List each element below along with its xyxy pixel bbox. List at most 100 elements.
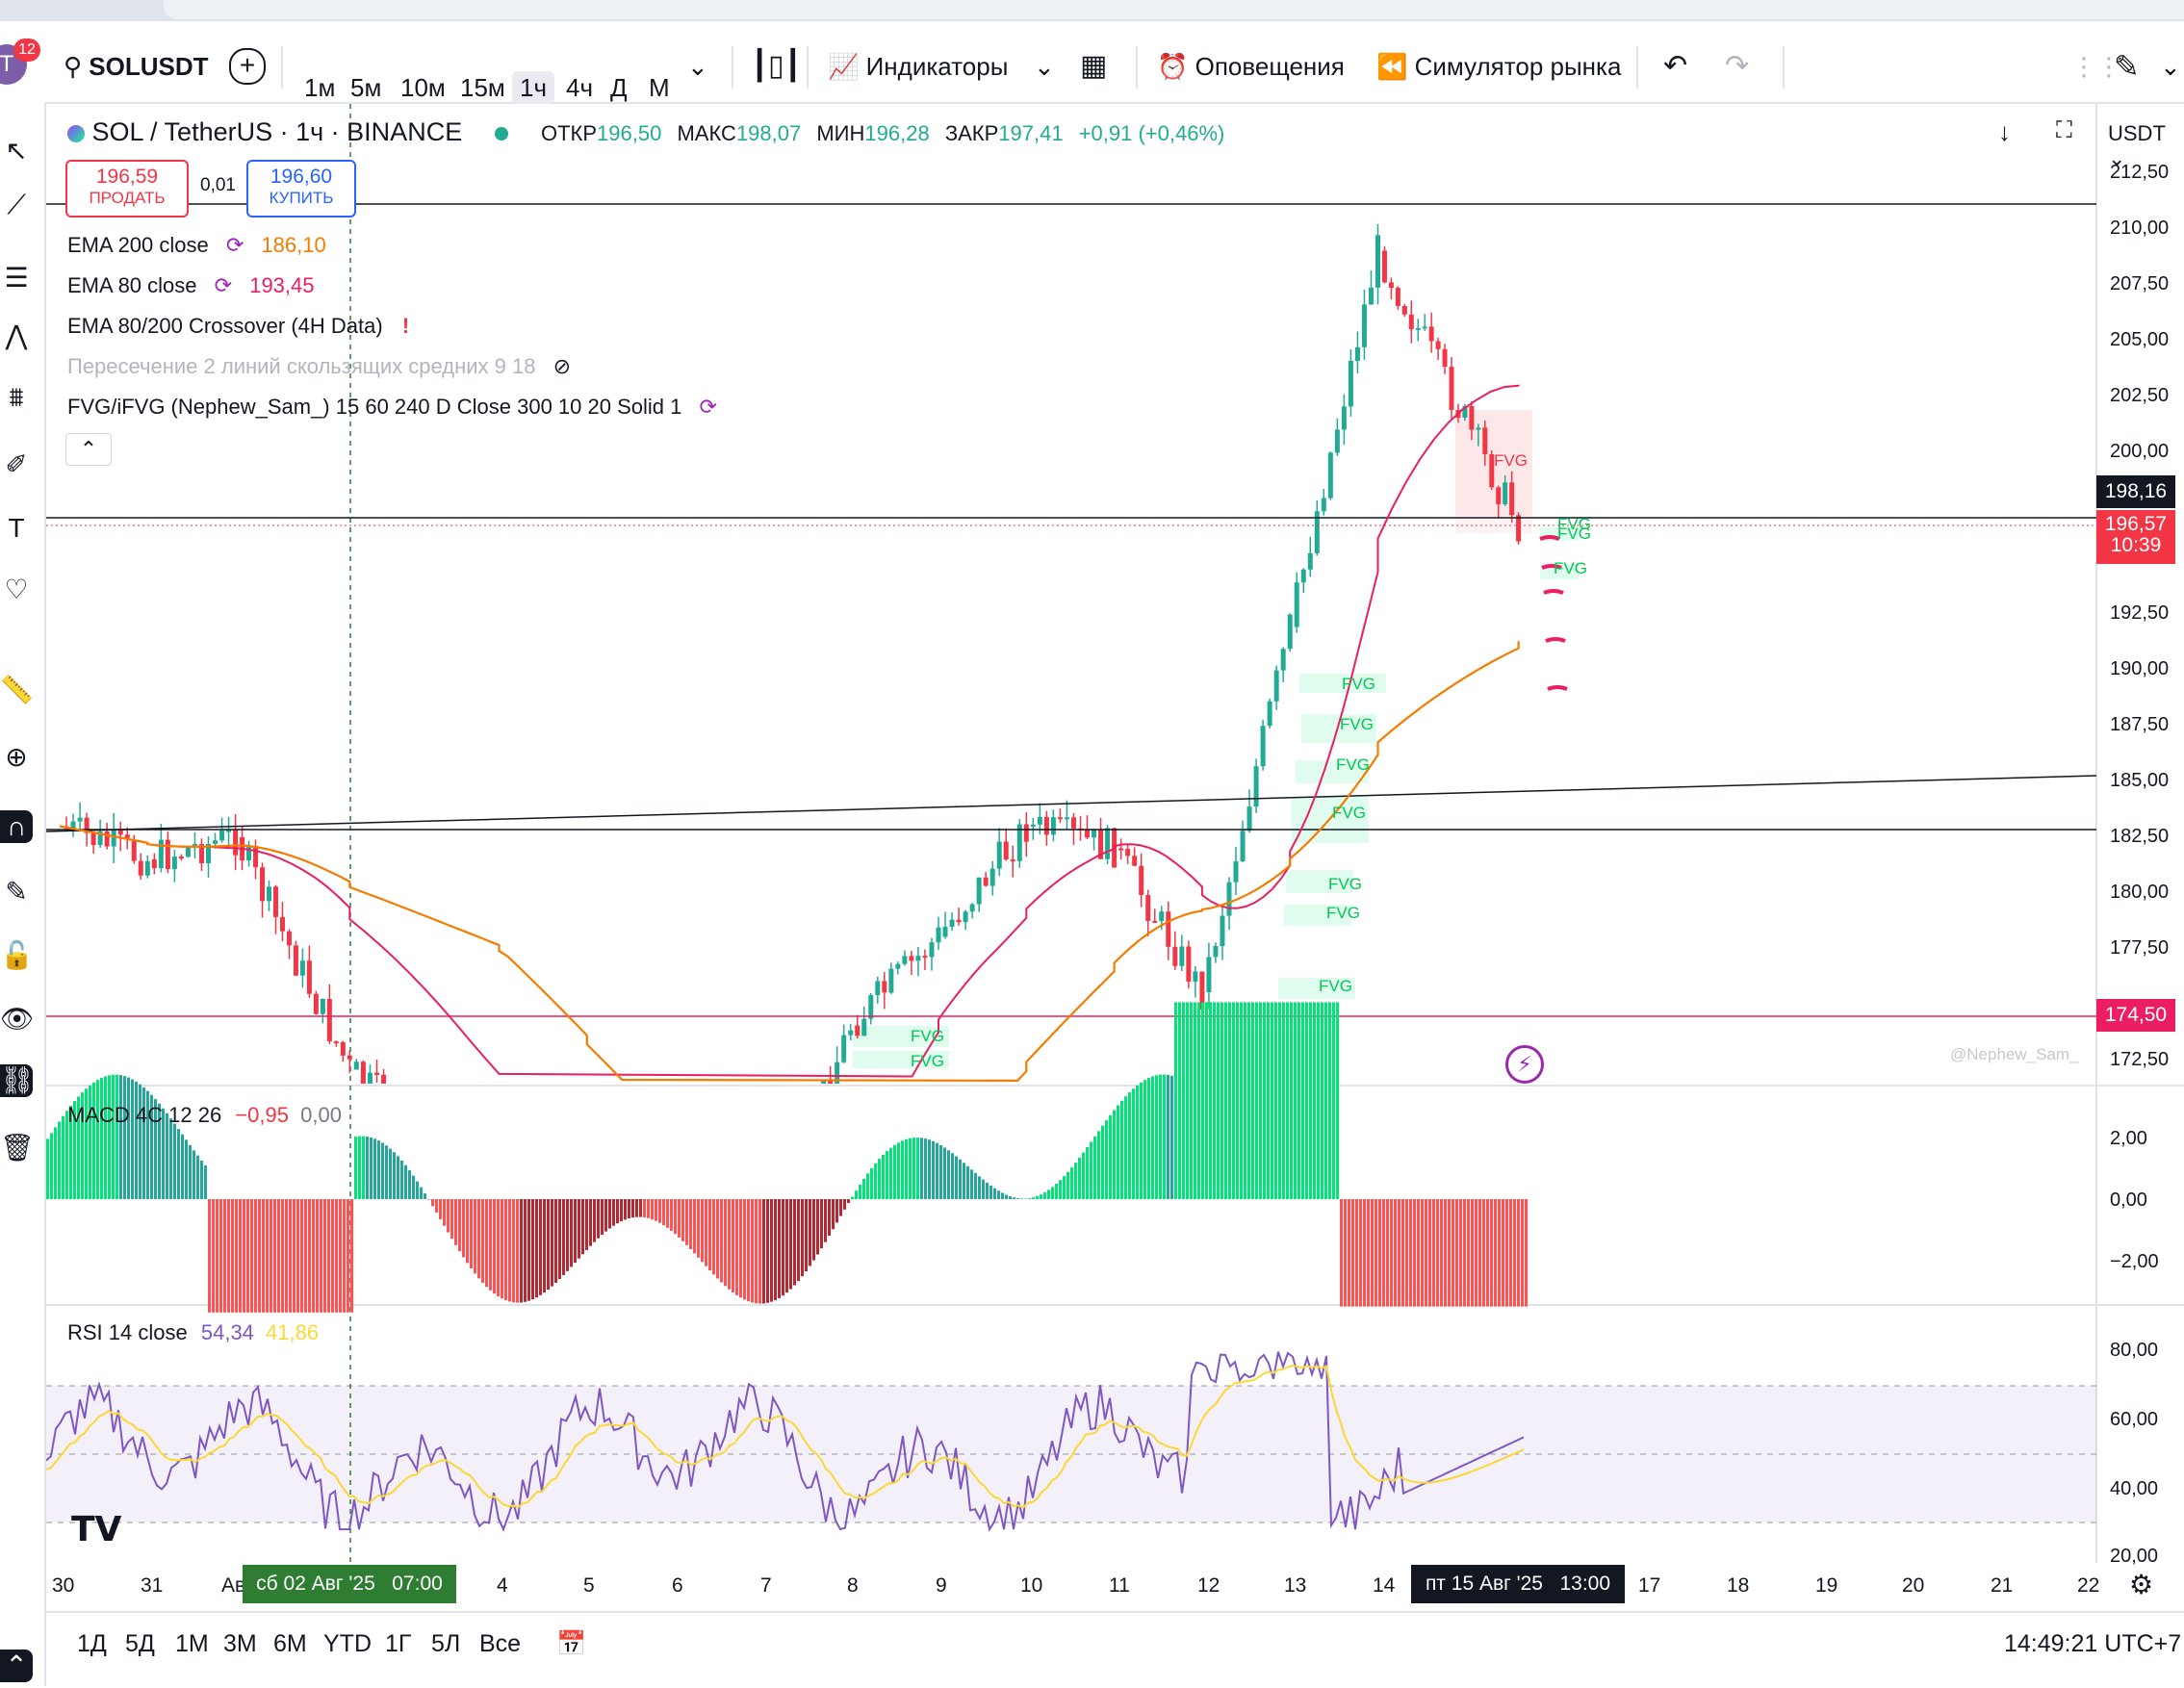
legend-macd[interactable]: MACD 4C 12 26 −0,95 0,00 [67, 1103, 342, 1128]
scroll-down-icon[interactable]: ↓ [1998, 117, 2011, 147]
cursor-icon[interactable]: ↖ [0, 135, 33, 167]
macd-bar [416, 1182, 419, 1199]
candle-body [287, 932, 292, 946]
macd-bar [1498, 1199, 1501, 1307]
macd-bar [982, 1180, 985, 1199]
lightning-icon[interactable]: ⚡ [1505, 1045, 1544, 1084]
range-2[interactable]: 1М [175, 1630, 209, 1658]
range-1[interactable]: 5Д [125, 1630, 155, 1658]
macd-bar [1040, 1194, 1042, 1199]
indicators-button[interactable]: 📈 Индикаторы [828, 50, 1008, 83]
drawing-pen-icon[interactable]: ✎ [2114, 50, 2140, 83]
magnet-icon[interactable]: ∩ [0, 810, 33, 843]
candle-body [990, 869, 995, 886]
compare-add-icon[interactable]: + [229, 48, 266, 85]
layout-grid-icon[interactable]: ▦ [1080, 50, 1107, 83]
buy-button[interactable]: 196,60 КУПИТЬ [246, 160, 356, 217]
candle-body [307, 960, 312, 993]
range-6[interactable]: 1Г [385, 1630, 411, 1658]
macd-bar [1371, 1199, 1374, 1307]
heart-icon[interactable]: ♡ [0, 574, 33, 606]
lock-icon[interactable]: 🔓 [0, 939, 33, 972]
lock-pencil-icon[interactable]: ✎ [0, 876, 33, 908]
macd-bar [100, 1078, 103, 1199]
undo-icon[interactable]: ↶ [1663, 50, 1687, 83]
macd-bar [620, 1199, 623, 1221]
timeframe-dropdown-icon[interactable]: ⌄ [687, 50, 708, 83]
macd-bar [366, 1137, 369, 1199]
sell-button[interactable]: 196,59 ПРОДАТЬ [65, 160, 189, 217]
candle-body [1152, 921, 1157, 923]
macd-bar [658, 1199, 661, 1223]
alerts-button[interactable]: ⏰ Оповещения [1157, 50, 1345, 83]
refresh-icon[interactable]: ⟳ [226, 233, 244, 257]
brush-icon[interactable]: ✐ [0, 448, 33, 481]
trend-line-icon[interactable]: ⟋ [0, 189, 33, 221]
text-icon[interactable]: T [0, 512, 33, 545]
collapse-legend-icon[interactable]: ⌃ [65, 433, 112, 466]
macd-bar [474, 1199, 476, 1273]
clock[interactable]: 14:49:21 UTC+7 [2004, 1630, 2181, 1658]
range-8[interactable]: Все [479, 1630, 521, 1658]
refresh-icon[interactable]: ⟳ [215, 273, 232, 297]
macd-bar [597, 1199, 600, 1239]
trash-icon[interactable]: 🗑 [0, 1132, 33, 1164]
error-icon[interactable]: ! [402, 314, 409, 338]
range-4[interactable]: 6М [273, 1630, 307, 1658]
range-5[interactable]: YTD [323, 1630, 372, 1658]
settings-gear-icon[interactable]: ⚙ [2129, 1569, 2153, 1600]
range-7[interactable]: 5Л [431, 1630, 460, 1658]
range-3[interactable]: 3М [223, 1630, 257, 1658]
legend-ma-cross[interactable]: Пересечение 2 линий скользящих средних 9… [67, 354, 571, 379]
fullscreen-icon[interactable]: ⛶ [2056, 117, 2072, 144]
candle-body [1375, 235, 1380, 287]
timeframe-2[interactable]: 10м [400, 71, 446, 104]
goto-date-icon[interactable]: 📅 [556, 1630, 586, 1658]
indicators-dropdown-icon[interactable]: ⌄ [1034, 50, 1055, 83]
candle-body [1288, 615, 1293, 650]
macd-bar [1482, 1199, 1485, 1307]
more-tools-icon[interactable]: ⌃ [0, 1650, 33, 1682]
eye-hidden-icon[interactable]: ⊘ [553, 354, 571, 378]
timeframe-3[interactable]: 15м [460, 71, 505, 104]
macd-bar [127, 1078, 130, 1199]
chart-title[interactable]: SOL / TetherUS · 1ч · BINANCE [67, 117, 508, 147]
divider [732, 46, 733, 89]
timeframe-0[interactable]: 1м [304, 71, 335, 104]
macd-bar [1425, 1199, 1427, 1307]
range-0[interactable]: 1Д [77, 1630, 107, 1658]
refresh-icon[interactable]: ⟳ [699, 395, 716, 419]
legend-crossover[interactable]: EMA 80/200 Crossover (4H Data) ! [67, 314, 409, 339]
legend-ema80[interactable]: EMA 80 close ⟳ 193,45 [67, 273, 315, 298]
macd-bar [1475, 1199, 1477, 1307]
link-icon[interactable]: ⛓ [0, 1064, 33, 1097]
candle-type-icon[interactable]: ┃▯┃ [751, 50, 802, 83]
replay-button[interactable]: ⏪ Симулятор рынка [1376, 50, 1621, 83]
redo-icon[interactable]: ↷ [1725, 50, 1749, 83]
timeframe-6[interactable]: Д [610, 71, 628, 104]
candle-body [1450, 367, 1454, 410]
candle-body [1125, 849, 1130, 856]
macd-bar [1086, 1147, 1089, 1199]
ruler-icon[interactable]: 📏 [0, 674, 33, 706]
zoom-icon[interactable]: ⊕ [0, 741, 33, 774]
timeframe-1[interactable]: 5м [350, 71, 381, 104]
drawing-dropdown-icon[interactable]: ⌄ [2160, 50, 2181, 83]
forecast-icon[interactable]: ⩩ [0, 381, 33, 414]
price-tick-0: 212,50 [2110, 162, 2169, 184]
macd-bar [1190, 1002, 1193, 1199]
legend-rsi[interactable]: RSI 14 close 54,34 41,86 [67, 1320, 319, 1345]
pattern-icon[interactable]: ⋀ [0, 320, 33, 352]
symbol-search[interactable]: ⚲ SOLUSDT [64, 50, 209, 83]
macd-bar [1140, 1083, 1143, 1199]
candle-body [233, 831, 238, 856]
eye-icon[interactable]: 👁 [0, 1003, 33, 1036]
legend-fvg[interactable]: FVG/iFVG (Nephew_Sam_) 15 60 240 D Close… [67, 395, 717, 420]
timeframe-4[interactable]: 1ч [512, 71, 554, 104]
browser-address-bar[interactable] [0, 0, 2184, 21]
timeframe-5[interactable]: 4ч [566, 71, 593, 104]
legend-ema200[interactable]: EMA 200 close ⟳ 186,10 [67, 233, 326, 258]
timeframe-7[interactable]: М [649, 71, 670, 104]
fib-icon[interactable]: ☰ [0, 262, 33, 294]
macd-bar [670, 1199, 673, 1231]
